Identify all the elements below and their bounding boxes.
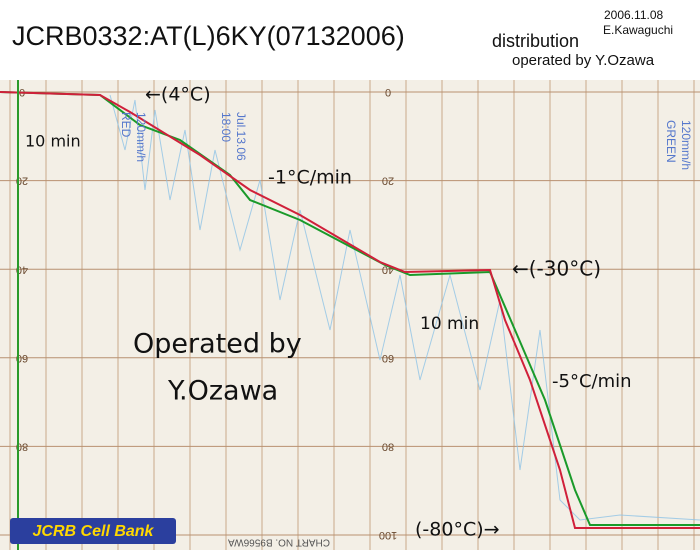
title: JCRB0332:AT(L)6KY(07132006) bbox=[12, 21, 405, 51]
print-date: Jul.13.06 bbox=[234, 112, 248, 161]
signature: Operated by bbox=[133, 329, 302, 360]
date: 2006.11.08 bbox=[604, 8, 663, 22]
annotation: 10 min bbox=[25, 132, 81, 151]
scale-label: 100 bbox=[379, 529, 397, 541]
logo-box bbox=[10, 518, 176, 544]
annotation: 10 min bbox=[420, 314, 479, 334]
scale-label: 20 bbox=[382, 175, 394, 187]
annotation: -5°C/min bbox=[552, 371, 632, 392]
subtitle: distribution bbox=[492, 31, 579, 51]
annotation: ←(-30°C) bbox=[512, 257, 601, 281]
author: E.Kawaguchi bbox=[603, 23, 673, 37]
print-speed-right: 120mm/h bbox=[679, 120, 693, 170]
scale-label: 60 bbox=[382, 352, 394, 364]
scale-label: 80 bbox=[382, 440, 394, 452]
annotation: -1°C/min bbox=[268, 167, 352, 189]
chart-no: CHART NO. B9566WA bbox=[228, 536, 330, 547]
noise-trace bbox=[109, 94, 700, 521]
paper bbox=[0, 80, 700, 550]
signature: Y.Ozawa bbox=[167, 376, 278, 407]
scale-label: 0 bbox=[385, 86, 391, 98]
print-time: 18:00 bbox=[219, 112, 233, 142]
logo: JCRB Cell Bank bbox=[33, 523, 155, 540]
print-pen-right: GREEN bbox=[664, 120, 678, 163]
print-speed: 120mm/h bbox=[134, 112, 148, 162]
annotation: ←(4°C) bbox=[145, 84, 211, 106]
print-pen: RED bbox=[119, 112, 133, 138]
operator: operated by Y.Ozawa bbox=[512, 52, 655, 69]
annotation: (-80°C)→ bbox=[415, 519, 500, 541]
paper-grid: 002020404060608080100100 bbox=[0, 80, 700, 550]
red-trace bbox=[0, 91, 700, 529]
